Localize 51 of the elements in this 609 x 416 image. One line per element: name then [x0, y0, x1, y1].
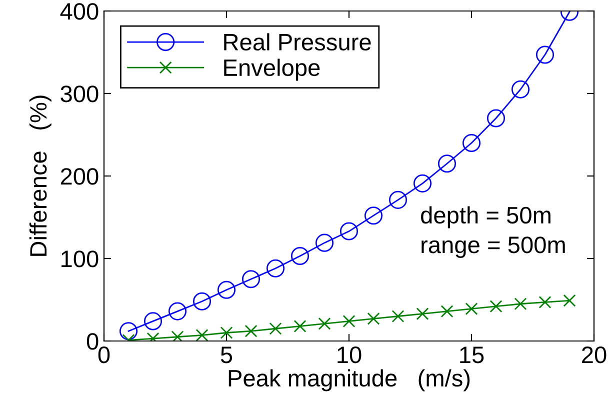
- point: [538, 296, 552, 308]
- point: [144, 312, 162, 330]
- y-tick-label: 400: [60, 3, 98, 20]
- legend-label: Envelope: [224, 58, 320, 81]
- x-tick-label: 10: [338, 346, 362, 364]
- y-axis-title: Difference (%): [29, 96, 52, 256]
- legend-label: Real Pressure: [224, 33, 371, 51]
- x-tick-label: 20: [582, 346, 606, 364]
- y-tick-label: 100: [62, 250, 98, 268]
- point: [536, 46, 554, 64]
- annotation: depth = 50m: [421, 206, 550, 228]
- point: [266, 259, 285, 278]
- point: [364, 206, 383, 225]
- x-axis-title: Peak magnitude (m/s): [228, 369, 470, 392]
- point: [217, 280, 236, 299]
- point: [171, 330, 184, 341]
- point: [367, 312, 380, 325]
- x-tick-label: 15: [460, 346, 484, 364]
- point: [388, 190, 408, 209]
- point: [514, 298, 527, 310]
- y-tick-label: 0: [86, 333, 98, 350]
- x-tick-label: 5: [220, 346, 232, 364]
- point: [462, 134, 481, 152]
- point: [119, 322, 138, 340]
- point: [269, 322, 282, 335]
- point: [342, 314, 356, 328]
- point: [563, 294, 576, 307]
- point: [244, 324, 258, 338]
- y-tick-label: 200: [60, 168, 98, 185]
- annotation: range = 500m: [422, 236, 565, 258]
- point: [465, 302, 478, 316]
- point: [196, 328, 208, 341]
- point: [486, 109, 506, 128]
- point: [490, 300, 502, 313]
- point: [392, 310, 404, 322]
- point: [315, 234, 334, 252]
- y-tick-label: 300: [60, 86, 98, 102]
- point: [220, 326, 233, 339]
- point: [416, 308, 429, 320]
- point: [440, 305, 454, 318]
- point: [318, 317, 331, 330]
- point: [413, 174, 432, 192]
- point: [290, 246, 310, 266]
- point: [438, 154, 456, 173]
- point: [294, 320, 306, 332]
- point: [242, 270, 260, 288]
- point: [511, 80, 530, 98]
- point: [192, 292, 212, 310]
- point: [168, 302, 187, 320]
- point: [340, 222, 358, 240]
- x-tick-label: 0: [98, 346, 110, 364]
